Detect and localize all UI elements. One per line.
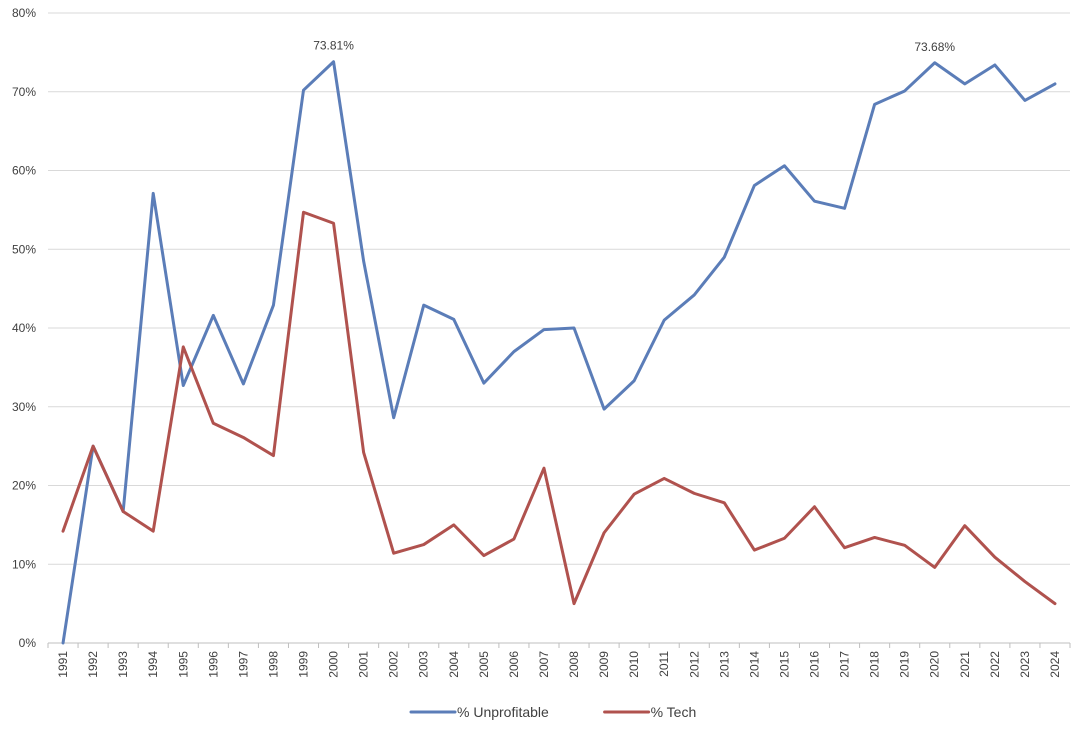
x-tick-label: 1999 xyxy=(297,651,311,678)
x-tick-label: 2002 xyxy=(387,651,401,678)
y-tick-label: 70% xyxy=(12,85,36,99)
x-tick-label: 2011 xyxy=(657,651,671,677)
x-tick-label: 2018 xyxy=(868,651,882,678)
x-tick-label: 2019 xyxy=(898,651,912,678)
x-tick-label: 2005 xyxy=(477,651,491,678)
x-tick-label: 2008 xyxy=(567,651,581,678)
x-tick-label: 1997 xyxy=(236,651,250,678)
legend-label: % Tech xyxy=(651,704,697,720)
x-tick-label: 2009 xyxy=(597,651,611,678)
x-tick-label: 1998 xyxy=(266,651,280,678)
x-tick-label: 2000 xyxy=(327,651,341,678)
y-tick-label: 0% xyxy=(19,636,37,650)
y-tick-label: 10% xyxy=(12,557,36,571)
x-tick-label: 2013 xyxy=(717,651,731,678)
series-lines xyxy=(61,60,1057,645)
x-tick-label: 2017 xyxy=(838,651,852,678)
y-tick-label: 30% xyxy=(12,400,36,414)
x-tick-label: 2012 xyxy=(687,651,701,678)
y-axis-tick-labels: 0% 10% 20% 30% 40% 50% 60% 70% 80% xyxy=(12,6,36,650)
x-tick-label: 2021 xyxy=(958,651,972,678)
data-annotations: 73.81% 73.68% xyxy=(313,39,955,54)
x-tick-label: 2014 xyxy=(747,651,761,678)
x-tick-label: 2007 xyxy=(537,651,551,678)
y-tick-label: 50% xyxy=(12,242,36,256)
y-tick-label: 20% xyxy=(12,479,36,493)
x-tick-label: 1996 xyxy=(206,651,220,678)
series-line-2 xyxy=(61,210,1057,606)
x-tick-label: 2003 xyxy=(417,651,431,678)
x-tick-label: 2001 xyxy=(357,651,371,678)
x-tick-label: 2020 xyxy=(928,651,942,678)
data-label: 73.68% xyxy=(914,40,955,54)
x-tick-label: 1994 xyxy=(146,651,160,678)
x-tick-label: 2024 xyxy=(1048,651,1062,678)
x-tick-label: 2004 xyxy=(447,651,461,678)
x-tick-label: 1991 xyxy=(56,651,70,678)
x-tick-label: 2022 xyxy=(988,651,1002,678)
x-axis-tick-labels: 1991 1992 1993 1994 1995 1996 1997 1998 1999 2000… xyxy=(56,651,1062,678)
series-line-1 xyxy=(61,60,1057,645)
y-tick-label: 60% xyxy=(12,164,36,178)
legend: % Unprofitable % Tech xyxy=(409,704,697,720)
x-tick-label: 2006 xyxy=(507,651,521,678)
x-tick-label: 1995 xyxy=(176,651,190,678)
y-tick-label: 40% xyxy=(12,321,36,335)
x-tick-label: 1993 xyxy=(116,651,130,678)
x-tick-label: 2016 xyxy=(808,651,822,678)
y-tick-label: 80% xyxy=(12,6,36,20)
x-tick-label: 1992 xyxy=(86,651,100,678)
x-tick-label: 2023 xyxy=(1018,651,1032,678)
x-tick-label: 2010 xyxy=(627,651,641,678)
data-label: 73.81% xyxy=(313,39,354,53)
legend-label: % Unprofitable xyxy=(457,704,549,720)
x-tick-label: 2015 xyxy=(777,651,791,678)
